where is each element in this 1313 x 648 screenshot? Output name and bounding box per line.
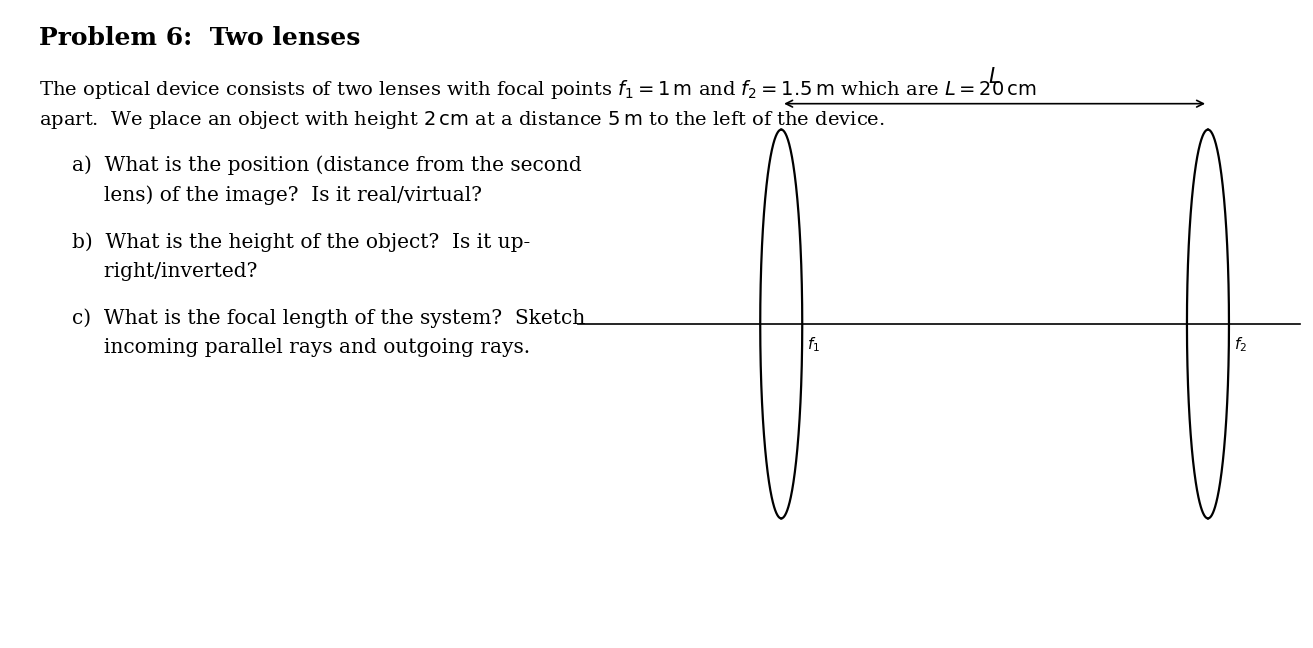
Text: c)  What is the focal length of the system?  Sketch: c) What is the focal length of the syste… [72,308,586,328]
Text: apart.  We place an object with height $2\,\mathrm{cm}$ at a distance $5\,\mathr: apart. We place an object with height $2… [39,109,885,131]
Text: a)  What is the position (distance from the second: a) What is the position (distance from t… [72,156,582,175]
Text: Problem 6:  Two lenses: Problem 6: Two lenses [39,26,361,50]
Text: incoming parallel rays and outgoing rays.: incoming parallel rays and outgoing rays… [72,338,530,357]
Text: right/inverted?: right/inverted? [72,262,257,281]
Text: lens) of the image?  Is it real/virtual?: lens) of the image? Is it real/virtual? [72,185,482,205]
Text: $f_1$: $f_1$ [807,336,821,354]
Text: $f_2$: $f_2$ [1234,336,1247,354]
Text: The optical device consists of two lenses with focal points $f_1 = 1\,\mathrm{m}: The optical device consists of two lense… [39,78,1037,100]
Text: $L$: $L$ [989,67,1001,87]
Text: b)  What is the height of the object?  Is it up-: b) What is the height of the object? Is … [72,232,530,251]
